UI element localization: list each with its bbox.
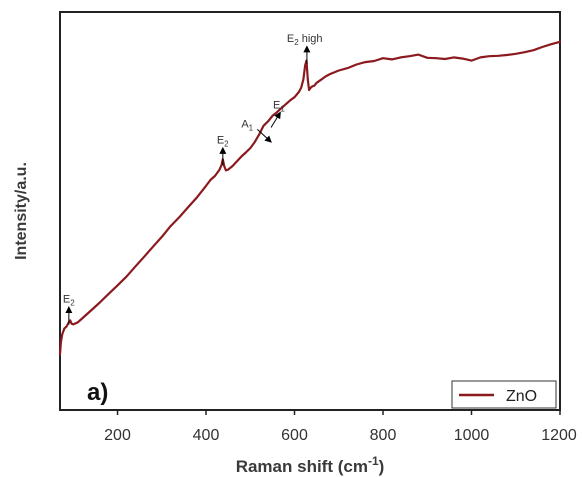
x-axis-title-suffix: ) [379, 457, 385, 476]
x-tick-label-1200: 1200 [541, 427, 577, 444]
annotation-label-1: E2 [217, 134, 229, 148]
annotation-arrow-2 [256, 129, 272, 143]
annotation-2: A1 [241, 118, 272, 143]
x-axis-tick-labels: 200 400 600 800 1000 1200 [104, 427, 577, 444]
annotation-label-2: A1 [241, 118, 253, 132]
x-axis-title-superscript: -1 [368, 454, 379, 468]
annotation-1: E2 [217, 134, 229, 166]
series-line-zno [58, 40, 562, 356]
annotation-arrow-3 [270, 111, 281, 128]
plot-frame [59, 11, 561, 411]
x-tick-label-400: 400 [193, 427, 220, 444]
legend: ZnO [451, 380, 557, 409]
legend-label-zno: ZnO [506, 388, 537, 405]
annotation-4: E2 high [287, 33, 323, 64]
x-tick-label-1000: 1000 [454, 427, 490, 444]
x-tick-label-200: 200 [104, 427, 131, 444]
annotation-label-0: E2 [63, 294, 75, 308]
annotation-3: E1 [270, 100, 285, 128]
annotation-label-4: E2 high [287, 33, 323, 47]
peak-annotations: E2 E2 A1 E1 E2 high [63, 33, 323, 325]
annotation-label-3: E1 [273, 100, 285, 114]
y-axis-title: Intensity/a.u. [13, 162, 30, 260]
x-axis-title: Raman shift (cm-1) [236, 454, 385, 476]
panel-label: a) [87, 379, 108, 406]
x-tick-label-600: 600 [281, 427, 308, 444]
annotation-0: E2 [63, 294, 75, 325]
x-axis-title-text: Raman shift (cm [236, 457, 368, 476]
x-tick-label-800: 800 [370, 427, 397, 444]
x-axis-ticks [116, 410, 561, 415]
